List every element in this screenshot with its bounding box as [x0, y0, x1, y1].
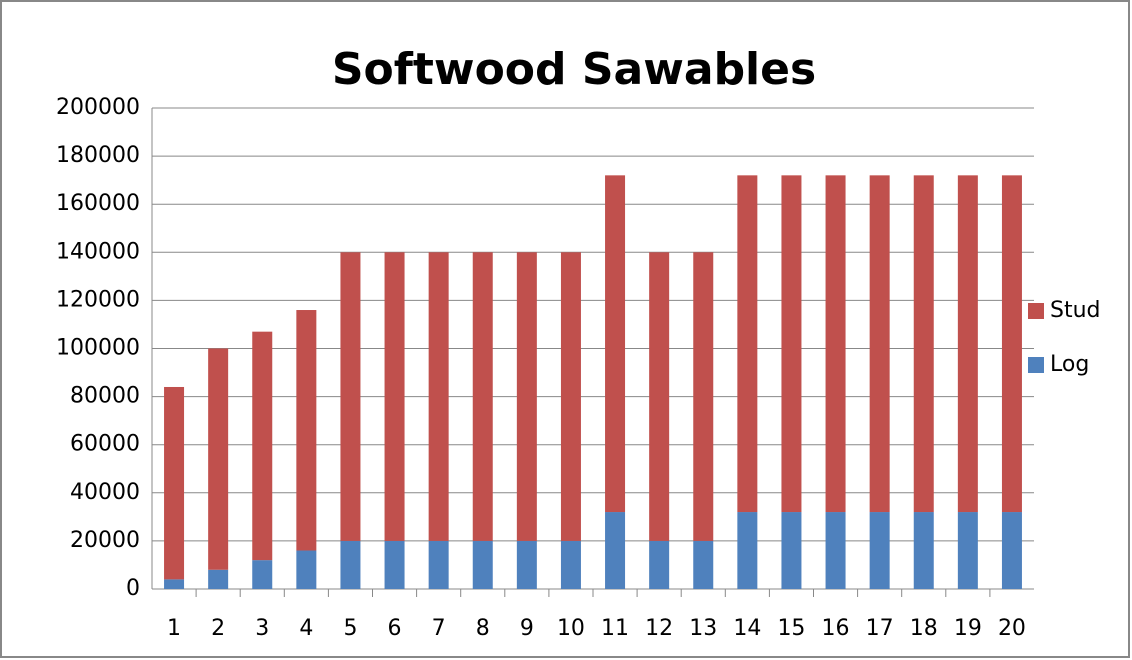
x-tick-label: 5: [343, 616, 357, 641]
bar-segment: [781, 175, 802, 513]
bar-segment: [296, 550, 317, 589]
x-tick-label: 7: [432, 616, 446, 641]
bar-segment: [384, 252, 405, 541]
legend-label: Log: [1050, 352, 1089, 377]
x-tick-label: 20: [998, 616, 1026, 641]
x-tick-label: 13: [689, 616, 717, 641]
bar-segment: [825, 175, 846, 513]
x-tick-label: 6: [388, 616, 402, 641]
x-tick-label: 4: [299, 616, 313, 641]
bar-segment: [869, 175, 890, 513]
x-tick-label: 1: [167, 616, 181, 641]
bar-segment: [516, 540, 537, 589]
chart-title: Softwood Sawables: [332, 44, 816, 95]
bar-segment: [472, 252, 493, 541]
bar-segment: [560, 540, 581, 589]
bar-segment: [825, 512, 846, 589]
bar-segment: [693, 540, 714, 589]
bar-segment: [472, 540, 493, 589]
y-tick-label: 80000: [70, 384, 140, 409]
bar-segment: [737, 175, 758, 513]
bar-segment: [340, 252, 361, 541]
y-tick-label: 200000: [56, 95, 140, 120]
bar-segment: [164, 579, 185, 589]
y-tick-label: 160000: [56, 191, 140, 216]
x-tick-label: 9: [520, 616, 534, 641]
bar-segment: [605, 512, 626, 589]
bar-segment: [560, 252, 581, 541]
bar-segment: [605, 175, 626, 513]
x-tick-label: 16: [822, 616, 850, 641]
bar-segment: [516, 252, 537, 541]
bar-segment: [649, 540, 670, 589]
x-tick-label: 15: [777, 616, 805, 641]
bar-segment: [1001, 512, 1022, 589]
bar-segment: [737, 512, 758, 589]
bar-segment: [913, 175, 934, 513]
bar-segment: [1001, 175, 1022, 513]
x-tick-label: 18: [910, 616, 938, 641]
legend-label: Stud: [1050, 298, 1101, 323]
x-tick-label: 3: [255, 616, 269, 641]
legend-swatch: [1028, 303, 1044, 319]
x-tick-label: 19: [954, 616, 982, 641]
y-tick-label: 140000: [56, 239, 140, 264]
bar-segment: [340, 540, 361, 589]
x-tick-label: 10: [557, 616, 585, 641]
bar-segment: [252, 331, 273, 561]
x-tick-label: 17: [866, 616, 894, 641]
x-tick-label: 2: [211, 616, 225, 641]
bar-segment: [296, 310, 317, 551]
y-tick-label: 0: [126, 576, 140, 601]
bar-segment: [649, 252, 670, 541]
legend-swatch: [1028, 357, 1044, 373]
x-tick-label: 8: [476, 616, 490, 641]
y-tick-label: 180000: [56, 143, 140, 168]
bar-segment: [428, 540, 449, 589]
bar-segment: [781, 512, 802, 589]
y-tick-label: 120000: [56, 287, 140, 312]
y-tick-label: 20000: [70, 528, 140, 553]
bar-segment: [208, 348, 229, 570]
bar-segment: [913, 512, 934, 589]
bar-segment: [384, 540, 405, 589]
x-tick-label: 12: [645, 616, 673, 641]
y-tick-label: 100000: [56, 336, 140, 361]
bar-segment: [428, 252, 449, 541]
bar-segment: [164, 386, 185, 580]
y-tick-label: 60000: [70, 432, 140, 457]
y-tick-label: 40000: [70, 480, 140, 505]
x-tick-label: 14: [733, 616, 761, 641]
bar-segment: [869, 512, 890, 589]
bar-segment: [208, 569, 229, 589]
bar-segment: [957, 175, 978, 513]
bar-segment: [693, 252, 714, 541]
x-tick-label: 11: [601, 616, 629, 641]
bar-segment: [252, 560, 273, 589]
bar-segment: [957, 512, 978, 589]
